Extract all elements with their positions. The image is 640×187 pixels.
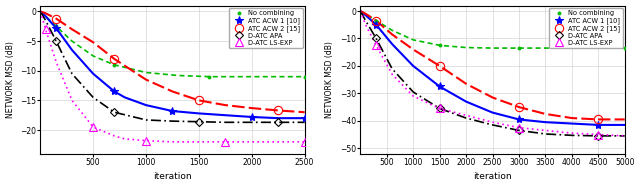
ATC ACW 2 [15] — [372, 19, 380, 22]
D-ATC APA — [275, 121, 282, 123]
ATC ACW 1 [10] — [248, 116, 255, 118]
X-axis label: iteration: iteration — [153, 172, 192, 181]
ATC ACW 2 [15] — [52, 17, 60, 20]
No combining — [301, 76, 308, 78]
ATC ACW 2 [15] — [195, 99, 203, 102]
ATC ACW 1 [10] — [301, 117, 308, 119]
No combining — [621, 47, 628, 49]
Line: No combining: No combining — [373, 18, 627, 51]
D-ATC APA — [595, 135, 602, 137]
D-ATC APA — [372, 37, 380, 40]
X-axis label: iteration: iteration — [473, 172, 512, 181]
Line: ATC ACW 1 [10]: ATC ACW 1 [10] — [52, 24, 309, 122]
Line: D-ATC LS-EXP: D-ATC LS-EXP — [372, 41, 602, 139]
No combining — [111, 64, 118, 66]
ATC ACW 2 [15] — [595, 118, 602, 121]
No combining — [515, 47, 523, 49]
D-ATC LS-EXP — [595, 133, 602, 136]
ATC ACW 2 [15] — [111, 58, 118, 60]
Line: D-ATC APA: D-ATC APA — [53, 38, 281, 125]
D-ATC APA — [111, 111, 118, 113]
D-ATC APA — [52, 40, 60, 42]
No combining — [52, 25, 60, 27]
Line: No combining: No combining — [53, 24, 307, 79]
D-ATC APA — [515, 129, 523, 131]
D-ATC LS-EXP — [42, 28, 49, 30]
Line: ATC ACW 1 [10]: ATC ACW 1 [10] — [372, 21, 602, 129]
Y-axis label: NETWORK MSD (dB): NETWORK MSD (dB) — [6, 41, 15, 118]
D-ATC LS-EXP — [515, 127, 523, 129]
ATC ACW 1 [10] — [111, 90, 118, 93]
D-ATC LS-EXP — [90, 126, 97, 128]
ATC ACW 1 [10] — [515, 118, 523, 121]
Line: D-ATC LS-EXP: D-ATC LS-EXP — [42, 25, 309, 146]
ATC ACW 2 [15] — [436, 65, 444, 67]
ATC ACW 1 [10] — [595, 124, 602, 126]
D-ATC LS-EXP — [436, 107, 444, 110]
Line: ATC ACW 2 [15]: ATC ACW 2 [15] — [372, 16, 602, 124]
D-ATC LS-EXP — [142, 140, 150, 142]
ATC ACW 1 [10] — [436, 85, 444, 88]
D-ATC LS-EXP — [221, 141, 229, 143]
No combining — [436, 44, 444, 46]
ATC ACW 2 [15] — [275, 109, 282, 112]
ATC ACW 2 [15] — [515, 106, 523, 108]
ATC ACW 1 [10] — [168, 110, 176, 112]
ATC ACW 1 [10] — [52, 27, 60, 29]
Legend: No combining, ATC ACW 1 [10], ATC ACW 2 [15], D-ATC APA, D-ATC LS-EXP: No combining, ATC ACW 1 [10], ATC ACW 2 … — [548, 7, 623, 48]
Y-axis label: NETWORK MSD (dB): NETWORK MSD (dB) — [326, 41, 335, 118]
D-ATC LS-EXP — [301, 141, 308, 143]
No combining — [205, 76, 213, 78]
D-ATC APA — [195, 121, 203, 123]
Line: ATC ACW 2 [15]: ATC ACW 2 [15] — [52, 14, 282, 115]
D-ATC LS-EXP — [372, 44, 380, 46]
Legend: No combining, ATC ACW 1 [10], ATC ACW 2 [15], D-ATC APA, D-ATC LS-EXP: No combining, ATC ACW 1 [10], ATC ACW 2 … — [228, 7, 303, 48]
Line: D-ATC APA: D-ATC APA — [373, 36, 601, 139]
No combining — [372, 19, 380, 22]
D-ATC APA — [436, 107, 444, 110]
ATC ACW 1 [10] — [372, 24, 380, 26]
